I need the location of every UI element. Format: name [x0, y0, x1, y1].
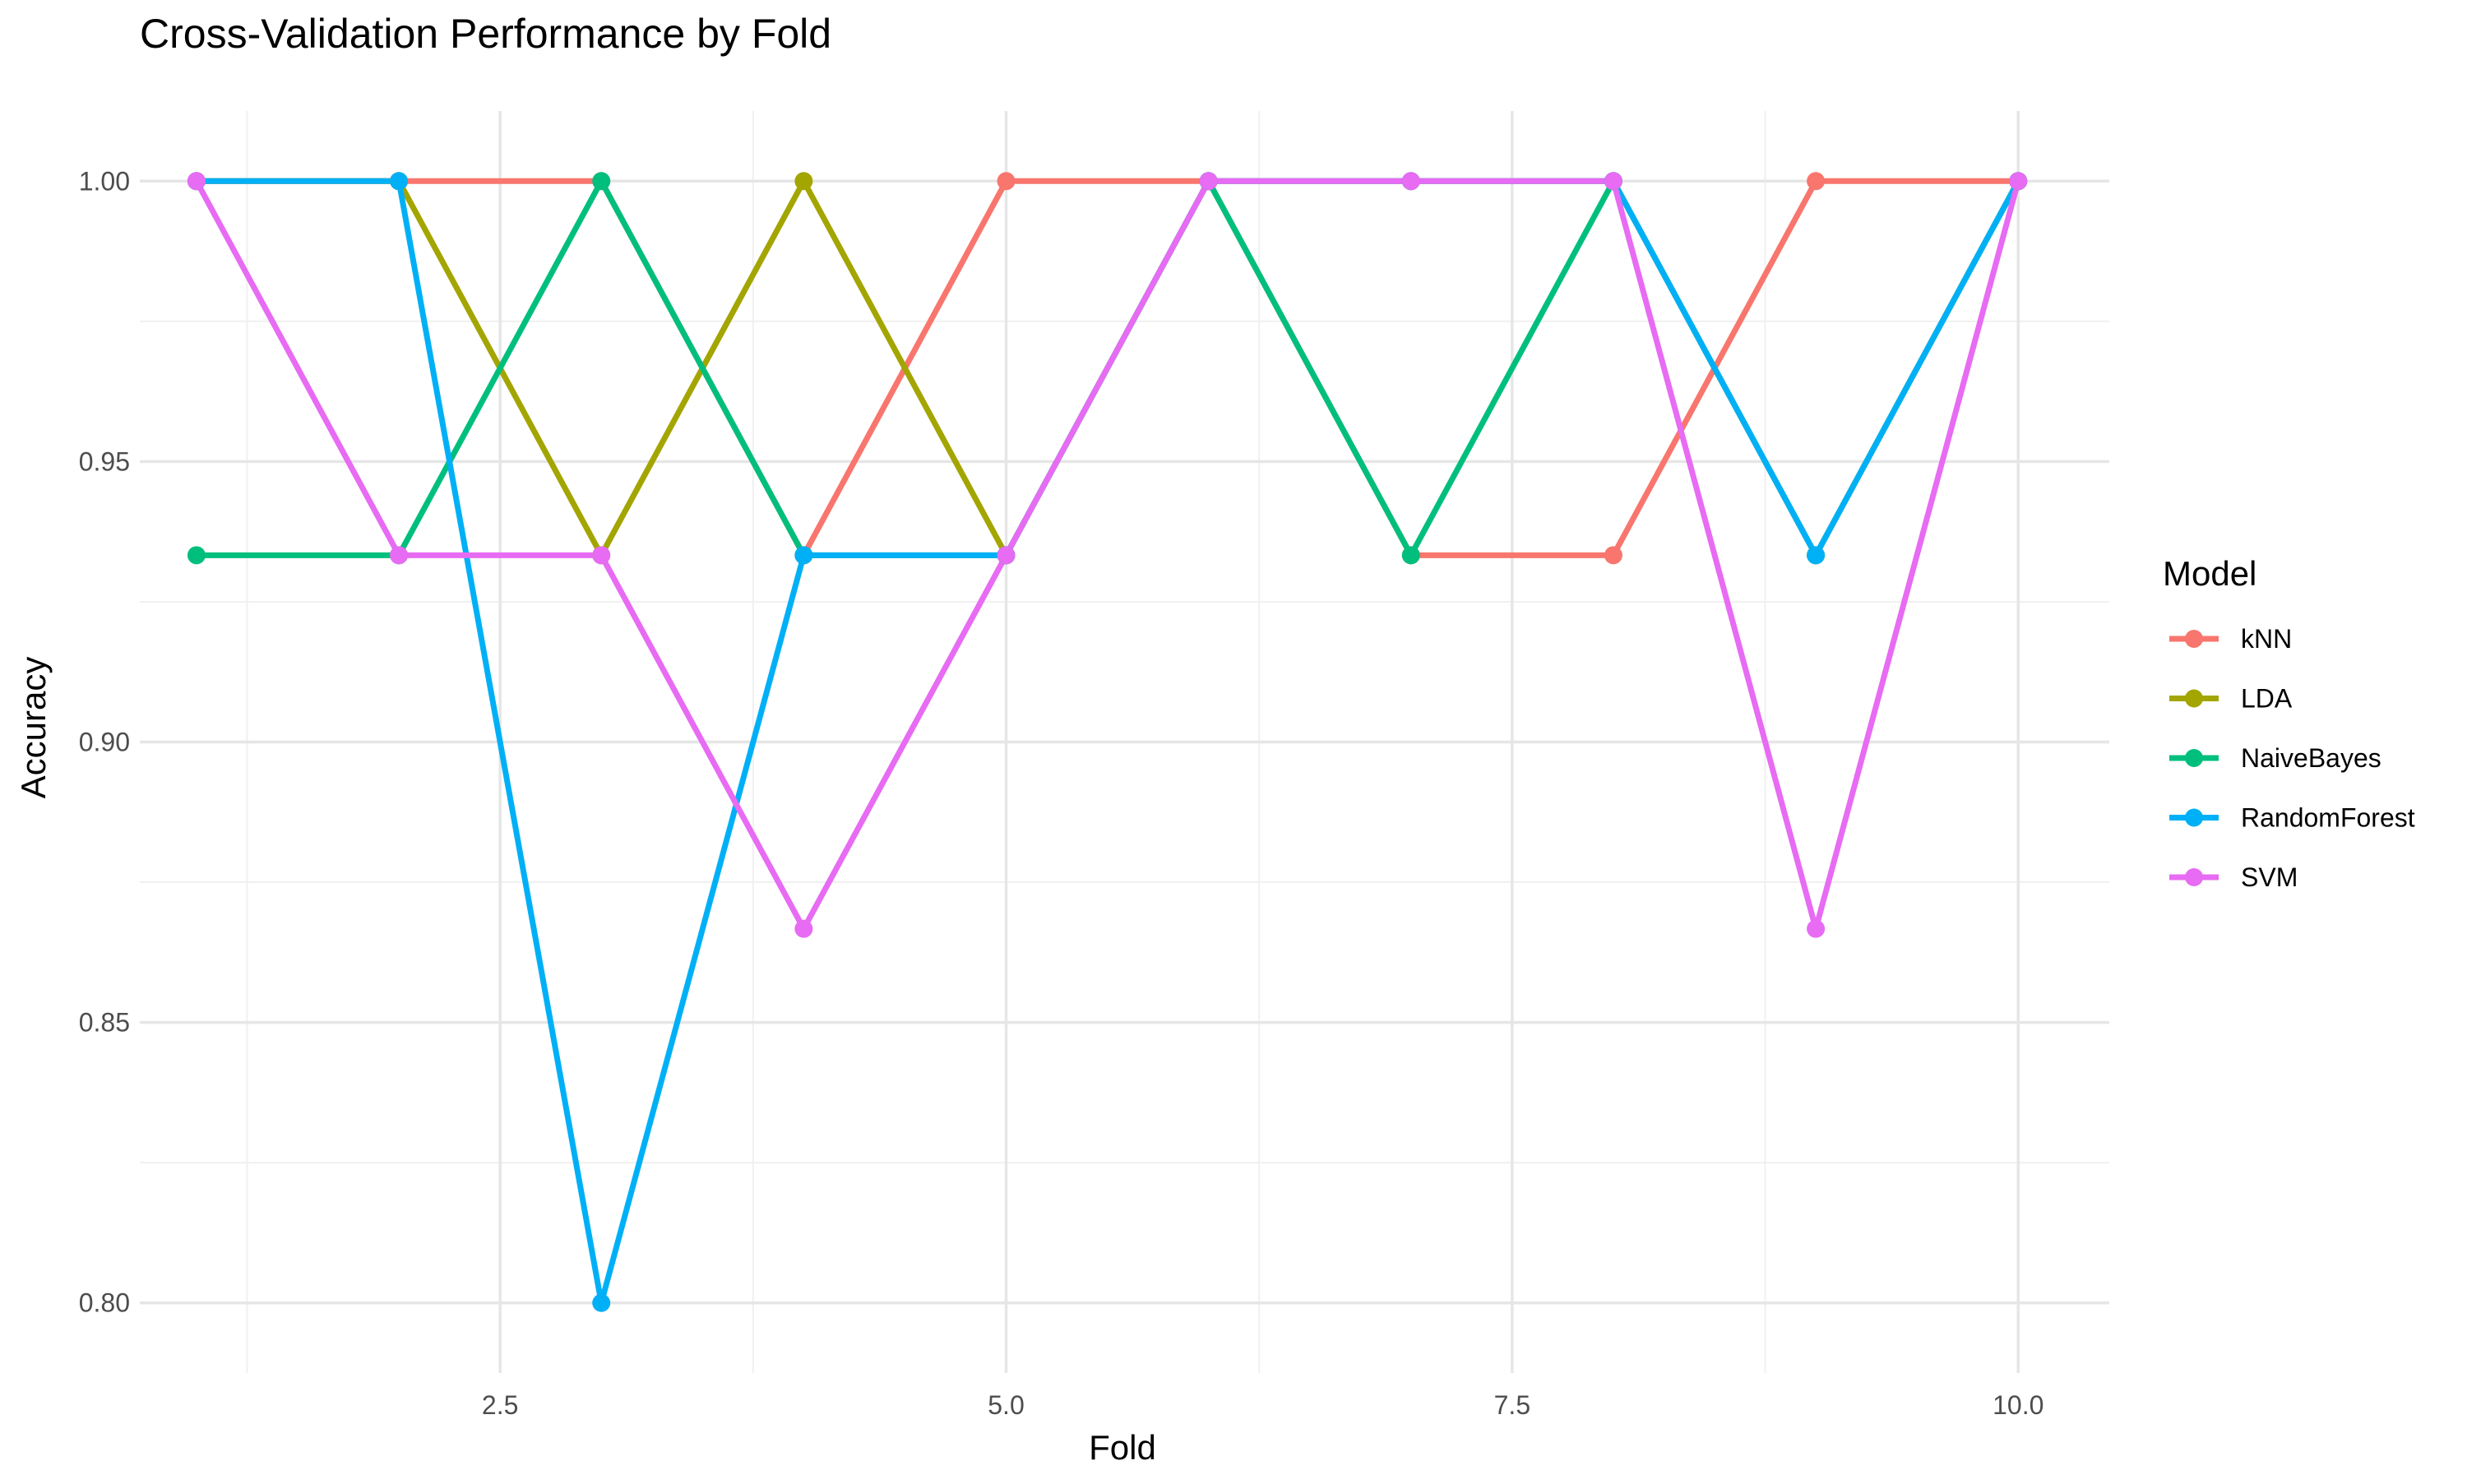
- y-tick-label: 1.00: [79, 166, 130, 196]
- y-tick-label: 0.90: [79, 728, 130, 757]
- legend-item-label: RandomForest: [2241, 803, 2415, 833]
- legend-key-point: [2185, 749, 2203, 767]
- legend-key-point: [2185, 689, 2203, 708]
- data-point-svm: [1604, 172, 1622, 191]
- data-point-svm: [1199, 172, 1218, 191]
- legend-key-point: [2185, 808, 2203, 827]
- legend-item-label: SVM: [2241, 862, 2298, 892]
- data-point-svm: [592, 546, 611, 565]
- data-point-svm: [390, 546, 409, 565]
- data-point-randomforest: [592, 1293, 611, 1312]
- data-point-knn: [1604, 546, 1622, 565]
- legend-item-lda: LDA: [2169, 684, 2293, 714]
- legend: Model kNN LDA NaiveBayes RandomForest SVM: [2163, 554, 2415, 892]
- legend-item-knn: kNN: [2169, 624, 2292, 654]
- y-axis-tick-labels: 0.80 0.85 0.90 0.95 1.00: [79, 166, 130, 1317]
- x-axis-tick-labels: 2.5 5.0 7.5 10.0: [482, 1390, 2043, 1420]
- data-point-svm: [794, 919, 813, 938]
- y-axis-label: Accuracy: [14, 657, 53, 799]
- data-point-randomforest: [390, 172, 409, 191]
- y-tick-label: 0.85: [79, 1008, 130, 1038]
- chart-title: Cross-Validation Performance by Fold: [140, 11, 831, 57]
- y-tick-label: 0.80: [79, 1288, 130, 1318]
- legend-title: Model: [2163, 554, 2256, 593]
- series-points: [187, 172, 2028, 1312]
- legend-item-naivebayes: NaiveBayes: [2169, 743, 2381, 773]
- data-point-svm: [1401, 172, 1420, 191]
- data-point-knn: [997, 172, 1016, 191]
- legend-item-randomforest: RandomForest: [2169, 803, 2415, 833]
- data-point-randomforest: [1807, 546, 1826, 565]
- data-point-naivebayes: [592, 172, 611, 191]
- data-point-randomforest: [794, 546, 813, 565]
- legend-item-label: LDA: [2241, 684, 2293, 714]
- data-point-lda: [794, 172, 813, 191]
- data-point-naivebayes: [1401, 546, 1420, 565]
- legend-item-label: kNN: [2241, 624, 2292, 654]
- x-tick-label: 2.5: [482, 1390, 518, 1420]
- data-point-svm: [2009, 172, 2028, 191]
- legend-item-label: NaiveBayes: [2241, 743, 2381, 773]
- data-point-svm: [187, 172, 206, 191]
- data-point-knn: [1807, 172, 1826, 191]
- legend-key-point: [2185, 868, 2203, 886]
- x-tick-label: 10.0: [1993, 1390, 2043, 1420]
- data-point-svm: [997, 546, 1016, 565]
- data-point-naivebayes: [187, 546, 206, 565]
- major-gridlines: [140, 111, 2109, 1373]
- series-line-svm: [193, 178, 2021, 932]
- data-point-svm: [1807, 919, 1826, 938]
- legend-item-svm: SVM: [2169, 862, 2298, 892]
- y-tick-label: 0.95: [79, 446, 130, 476]
- x-axis-label: Fold: [1089, 1428, 1156, 1467]
- x-tick-label: 5.0: [988, 1390, 1024, 1420]
- legend-key-point: [2185, 630, 2203, 648]
- series-lines: [193, 178, 2021, 1306]
- x-tick-label: 7.5: [1494, 1390, 1530, 1420]
